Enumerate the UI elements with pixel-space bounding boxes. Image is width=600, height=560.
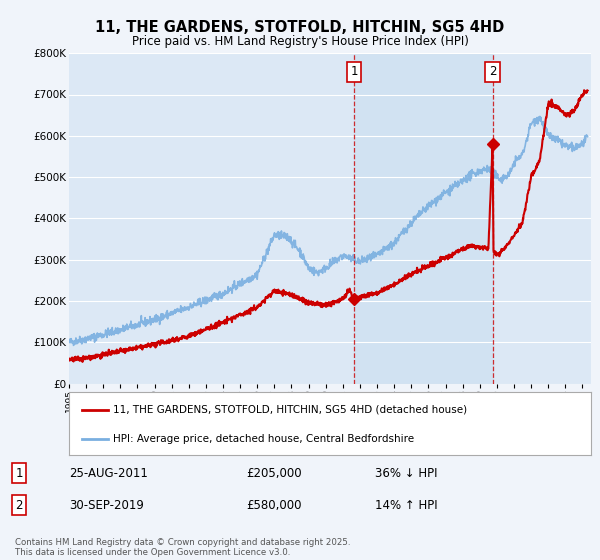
Text: 2: 2	[16, 498, 23, 512]
Text: £205,000: £205,000	[246, 466, 302, 480]
Text: 30-SEP-2019: 30-SEP-2019	[69, 498, 144, 512]
Text: 14% ↑ HPI: 14% ↑ HPI	[375, 498, 437, 512]
Text: 2: 2	[489, 66, 496, 78]
Text: £580,000: £580,000	[246, 498, 302, 512]
Text: 1: 1	[16, 466, 23, 480]
Text: Contains HM Land Registry data © Crown copyright and database right 2025.
This d: Contains HM Land Registry data © Crown c…	[15, 538, 350, 557]
Bar	[354, 53, 493, 384]
Text: 36% ↓ HPI: 36% ↓ HPI	[375, 466, 437, 480]
Text: HPI: Average price, detached house, Central Bedfordshire: HPI: Average price, detached house, Cent…	[113, 434, 415, 444]
Text: Price paid vs. HM Land Registry's House Price Index (HPI): Price paid vs. HM Land Registry's House …	[131, 35, 469, 48]
Text: 11, THE GARDENS, STOTFOLD, HITCHIN, SG5 4HD: 11, THE GARDENS, STOTFOLD, HITCHIN, SG5 …	[95, 20, 505, 35]
Text: 25-AUG-2011: 25-AUG-2011	[69, 466, 148, 480]
Text: 11, THE GARDENS, STOTFOLD, HITCHIN, SG5 4HD (detached house): 11, THE GARDENS, STOTFOLD, HITCHIN, SG5 …	[113, 404, 467, 414]
Text: 1: 1	[350, 66, 358, 78]
